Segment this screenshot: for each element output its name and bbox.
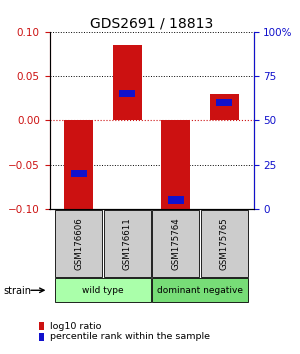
Text: GSM176611: GSM176611 — [123, 217, 132, 270]
Text: wild type: wild type — [82, 286, 124, 295]
FancyBboxPatch shape — [152, 210, 199, 277]
Title: GDS2691 / 18813: GDS2691 / 18813 — [90, 17, 213, 31]
Text: GSM175764: GSM175764 — [171, 217, 180, 270]
Text: log10 ratio: log10 ratio — [50, 321, 101, 331]
Bar — [112, 45, 142, 120]
FancyBboxPatch shape — [55, 210, 102, 277]
Bar — [161, 120, 190, 209]
Text: GSM176606: GSM176606 — [74, 217, 83, 270]
Bar — [216, 99, 232, 106]
Bar — [119, 90, 135, 97]
Text: strain: strain — [3, 286, 31, 296]
FancyBboxPatch shape — [104, 210, 151, 277]
Bar — [210, 94, 239, 120]
FancyBboxPatch shape — [152, 278, 248, 302]
Text: GSM175765: GSM175765 — [220, 217, 229, 270]
Bar — [168, 196, 184, 204]
FancyBboxPatch shape — [55, 278, 151, 302]
Text: percentile rank within the sample: percentile rank within the sample — [50, 332, 209, 341]
Text: dominant negative: dominant negative — [157, 286, 243, 295]
Bar — [70, 170, 87, 177]
Bar — [64, 120, 93, 209]
FancyBboxPatch shape — [201, 210, 248, 277]
